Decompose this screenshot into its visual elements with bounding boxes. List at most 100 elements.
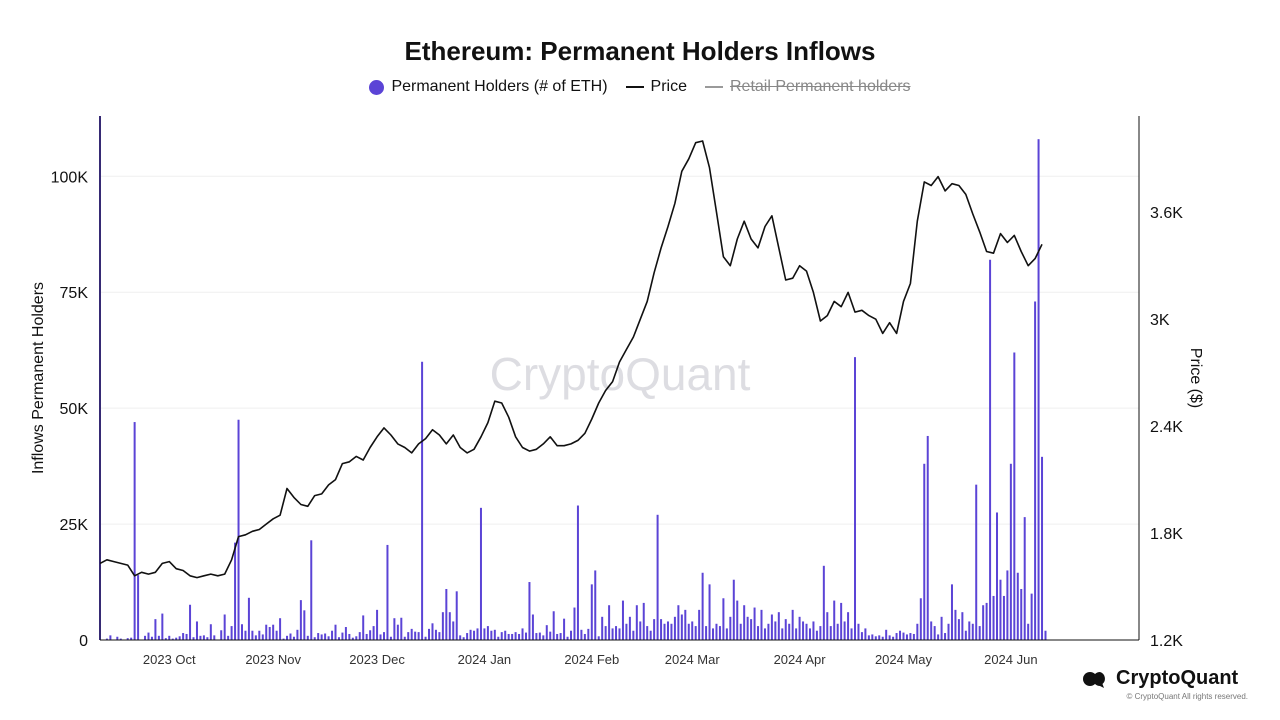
bar[interactable] xyxy=(105,638,108,640)
bar[interactable] xyxy=(621,600,624,640)
bar[interactable] xyxy=(1009,463,1012,640)
bar[interactable] xyxy=(279,618,282,640)
bar[interactable] xyxy=(694,626,697,640)
bar[interactable] xyxy=(902,632,905,640)
bar[interactable] xyxy=(213,635,216,640)
bar[interactable] xyxy=(573,607,576,640)
bar[interactable] xyxy=(227,635,230,640)
bar[interactable] xyxy=(583,633,586,640)
bar[interactable] xyxy=(964,630,967,640)
bar[interactable] xyxy=(376,609,379,640)
legend-item-permanent-holders[interactable]: Permanent Holders (# of ETH) xyxy=(369,78,608,96)
footer-logo[interactable]: CryptoQuant xyxy=(1082,667,1238,690)
bar[interactable] xyxy=(833,600,836,640)
bar[interactable] xyxy=(999,579,1002,640)
bar[interactable] xyxy=(847,612,850,640)
bar[interactable] xyxy=(455,591,458,640)
bar[interactable] xyxy=(957,619,960,640)
bar[interactable] xyxy=(563,618,566,640)
bar[interactable] xyxy=(147,632,150,640)
bar[interactable] xyxy=(729,616,732,640)
bar[interactable] xyxy=(905,634,908,640)
bar[interactable] xyxy=(282,638,285,640)
bar[interactable] xyxy=(788,623,791,640)
bar[interactable] xyxy=(618,628,621,640)
bar[interactable] xyxy=(673,616,676,640)
bar[interactable] xyxy=(362,615,365,640)
bar[interactable] xyxy=(982,605,985,640)
bar[interactable] xyxy=(930,621,933,640)
bar[interactable] xyxy=(289,633,292,640)
bar[interactable] xyxy=(881,636,884,640)
bar[interactable] xyxy=(161,613,164,640)
bar[interactable] xyxy=(822,565,825,640)
bar[interactable] xyxy=(739,623,742,640)
bar[interactable] xyxy=(850,628,853,640)
bar[interactable] xyxy=(829,626,832,640)
bar[interactable] xyxy=(382,632,385,640)
bar[interactable] xyxy=(538,632,541,640)
bar[interactable] xyxy=(351,637,354,640)
bar[interactable] xyxy=(923,463,926,640)
bar[interactable] xyxy=(137,575,140,640)
legend-item-retail[interactable]: Retail Permanent holders xyxy=(704,78,911,96)
bar[interactable] xyxy=(154,619,157,640)
bar[interactable] xyxy=(365,633,368,640)
bar[interactable] xyxy=(379,634,382,640)
bar[interactable] xyxy=(497,636,500,640)
bar[interactable] xyxy=(608,605,611,640)
bar[interactable] xyxy=(570,630,573,640)
bar[interactable] xyxy=(168,635,171,640)
bar[interactable] xyxy=(978,626,981,640)
legend-item-price[interactable]: Price xyxy=(625,78,687,96)
bar[interactable] xyxy=(483,628,486,640)
bar[interactable] xyxy=(660,619,663,640)
bar[interactable] xyxy=(386,544,389,640)
bar[interactable] xyxy=(718,626,721,640)
bar[interactable] xyxy=(327,636,330,640)
bar[interactable] xyxy=(940,616,943,640)
bar[interactable] xyxy=(164,638,167,640)
bar[interactable] xyxy=(396,624,399,640)
bar[interactable] xyxy=(445,588,448,640)
bar[interactable] xyxy=(292,636,295,640)
bar[interactable] xyxy=(306,635,309,640)
bar[interactable] xyxy=(781,628,784,640)
bar[interactable] xyxy=(403,636,406,640)
bar[interactable] xyxy=(500,632,503,640)
bar[interactable] xyxy=(919,598,922,640)
bar[interactable] xyxy=(736,600,739,640)
bar[interactable] xyxy=(604,626,607,640)
bar[interactable] xyxy=(209,624,212,640)
bar[interactable] xyxy=(798,616,801,640)
bar[interactable] xyxy=(635,605,638,640)
bar[interactable] xyxy=(663,623,666,640)
bar[interactable] xyxy=(1044,630,1047,640)
bar[interactable] xyxy=(303,610,306,640)
bar[interactable] xyxy=(916,623,919,640)
bar[interactable] xyxy=(774,621,777,640)
bar[interactable] xyxy=(878,635,881,640)
bar[interactable] xyxy=(441,612,444,640)
bar[interactable] xyxy=(715,623,718,640)
bar[interactable] xyxy=(334,624,337,640)
bar[interactable] xyxy=(317,633,320,640)
bar[interactable] xyxy=(1037,139,1040,640)
bar[interactable] xyxy=(528,582,531,640)
bar[interactable] xyxy=(691,621,694,640)
bar[interactable] xyxy=(975,484,978,640)
bar[interactable] xyxy=(757,626,760,640)
bar[interactable] xyxy=(504,630,507,640)
bar[interactable] xyxy=(653,619,656,640)
bar[interactable] xyxy=(826,612,829,640)
bar[interactable] xyxy=(767,623,770,640)
bar[interactable] xyxy=(202,635,205,640)
bar[interactable] xyxy=(836,623,839,640)
bar[interactable] xyxy=(448,612,451,640)
bar[interactable] xyxy=(874,636,877,640)
bar[interactable] xyxy=(992,595,995,640)
bar[interactable] xyxy=(971,623,974,640)
bar[interactable] xyxy=(895,633,898,640)
bar[interactable] xyxy=(656,514,659,640)
bar[interactable] xyxy=(784,619,787,640)
